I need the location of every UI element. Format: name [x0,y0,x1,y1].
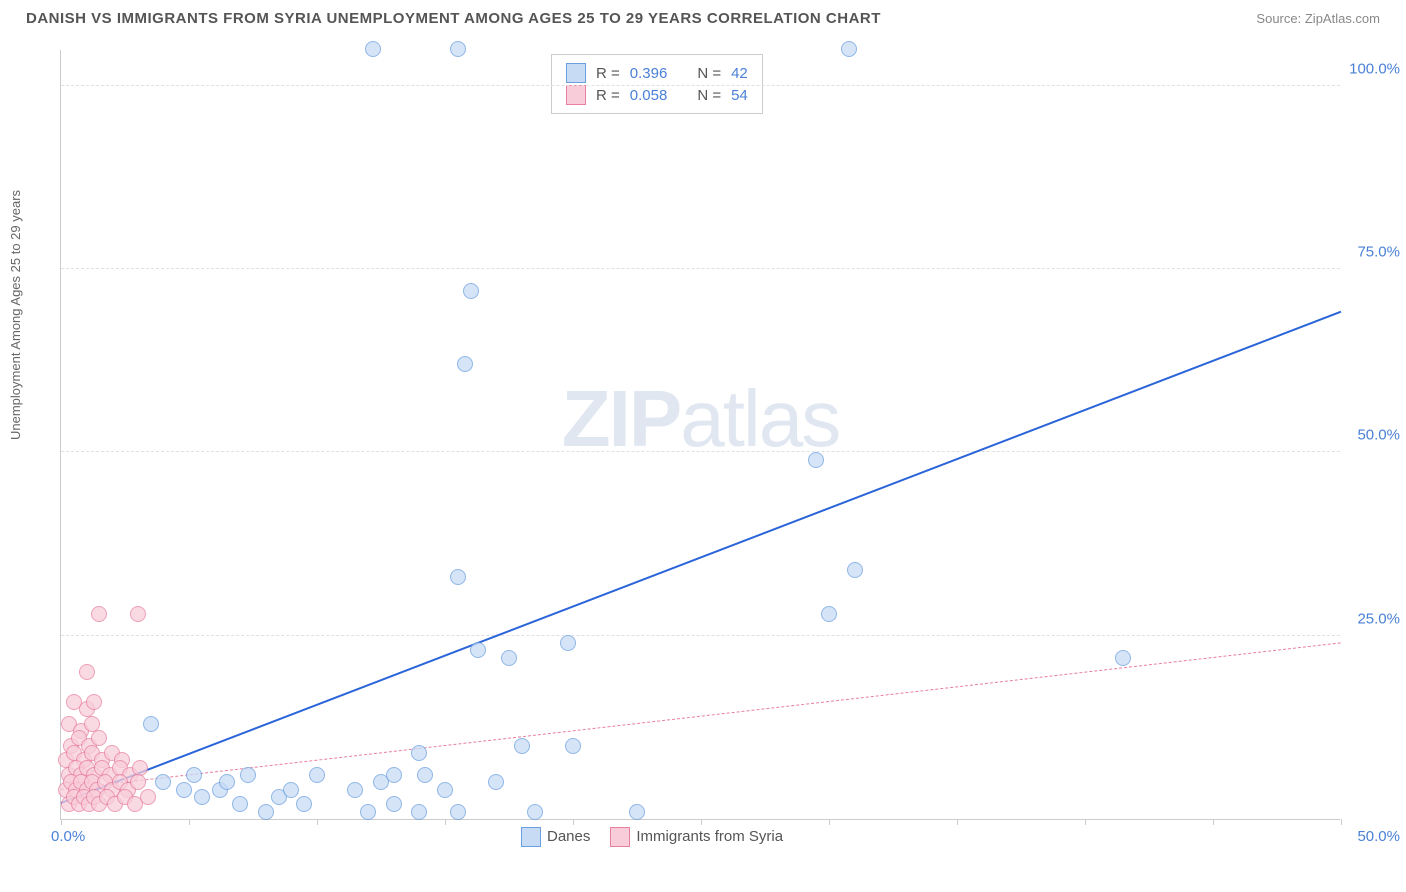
x-tick [1085,819,1086,825]
r-value: 0.058 [630,87,668,104]
n-label: N = [697,65,721,82]
data-point [91,606,107,622]
series-legend: Danes Immigrants from Syria [521,827,783,847]
data-point [240,767,256,783]
data-point [450,804,466,820]
data-point [501,650,517,666]
trend-line [61,311,1342,804]
gridline [61,451,1340,452]
legend-swatch [521,827,541,847]
gridline [61,85,1340,86]
legend-swatch [566,63,586,83]
data-point [470,642,486,658]
data-point [347,782,363,798]
data-point [514,738,530,754]
data-point [488,774,504,790]
data-point [86,694,102,710]
x-tick [1213,819,1214,825]
r-label: R = [596,87,620,104]
x-tick [829,819,830,825]
data-point [360,804,376,820]
chart-title: DANISH VS IMMIGRANTS FROM SYRIA UNEMPLOY… [26,10,881,27]
data-point [821,606,837,622]
data-point [186,767,202,783]
data-point [296,796,312,812]
data-point [132,760,148,776]
data-point [91,730,107,746]
x-tick [189,819,190,825]
data-point [309,767,325,783]
n-label: N = [697,87,721,104]
legend-row: R = 0.396 N = 42 [566,63,748,83]
data-point [417,767,433,783]
y-tick-label: 75.0% [1357,244,1400,261]
data-point [847,562,863,578]
data-point [463,283,479,299]
data-point [629,804,645,820]
data-point [143,716,159,732]
data-point [79,664,95,680]
data-point [527,804,543,820]
y-axis-label: Unemployment Among Ages 25 to 29 years [8,190,23,440]
data-point [841,41,857,57]
data-point [457,356,473,372]
n-value: 42 [731,65,748,82]
data-point [560,635,576,651]
trend-line [61,642,1341,790]
legend-swatch [566,85,586,105]
legend-label: Danes [547,828,590,845]
legend-row: R = 0.058 N = 54 [566,85,748,105]
x-tick [573,819,574,825]
data-point [565,738,581,754]
data-point [450,41,466,57]
legend-item: Danes [521,827,590,847]
data-point [219,774,235,790]
chart-area: ZIPatlas R =0.396N =42R =0.058N =54 0.0%… [60,50,1340,820]
data-point [140,789,156,805]
data-point [386,767,402,783]
data-point [232,796,248,812]
chart-header: DANISH VS IMMIGRANTS FROM SYRIA UNEMPLOY… [0,0,1406,37]
data-point [411,745,427,761]
r-value: 0.396 [630,65,668,82]
y-tick-label: 50.0% [1357,427,1400,444]
data-point [437,782,453,798]
data-point [176,782,192,798]
data-point [155,774,171,790]
data-point [450,569,466,585]
data-point [258,804,274,820]
data-point [386,796,402,812]
chart-source: Source: ZipAtlas.com [1256,11,1380,26]
data-point [194,789,210,805]
n-value: 54 [731,87,748,104]
data-point [365,41,381,57]
y-tick-label: 100.0% [1349,60,1400,77]
x-tick [445,819,446,825]
x-tick [957,819,958,825]
data-point [130,774,146,790]
data-point [283,782,299,798]
x-tick [317,819,318,825]
data-point [411,804,427,820]
x-tick [701,819,702,825]
gridline [61,635,1340,636]
x-tick [61,819,62,825]
r-label: R = [596,65,620,82]
data-point [130,606,146,622]
data-point [1115,650,1131,666]
x-axis-max-label: 50.0% [1357,828,1400,845]
legend-item: Immigrants from Syria [610,827,783,847]
legend-label: Immigrants from Syria [636,828,783,845]
data-point [808,452,824,468]
x-axis-min-label: 0.0% [51,828,85,845]
x-tick [1341,819,1342,825]
legend-swatch [610,827,630,847]
data-point [84,716,100,732]
scatter-plot: ZIPatlas R =0.396N =42R =0.058N =54 0.0%… [60,50,1340,820]
gridline [61,268,1340,269]
y-tick-label: 25.0% [1357,610,1400,627]
